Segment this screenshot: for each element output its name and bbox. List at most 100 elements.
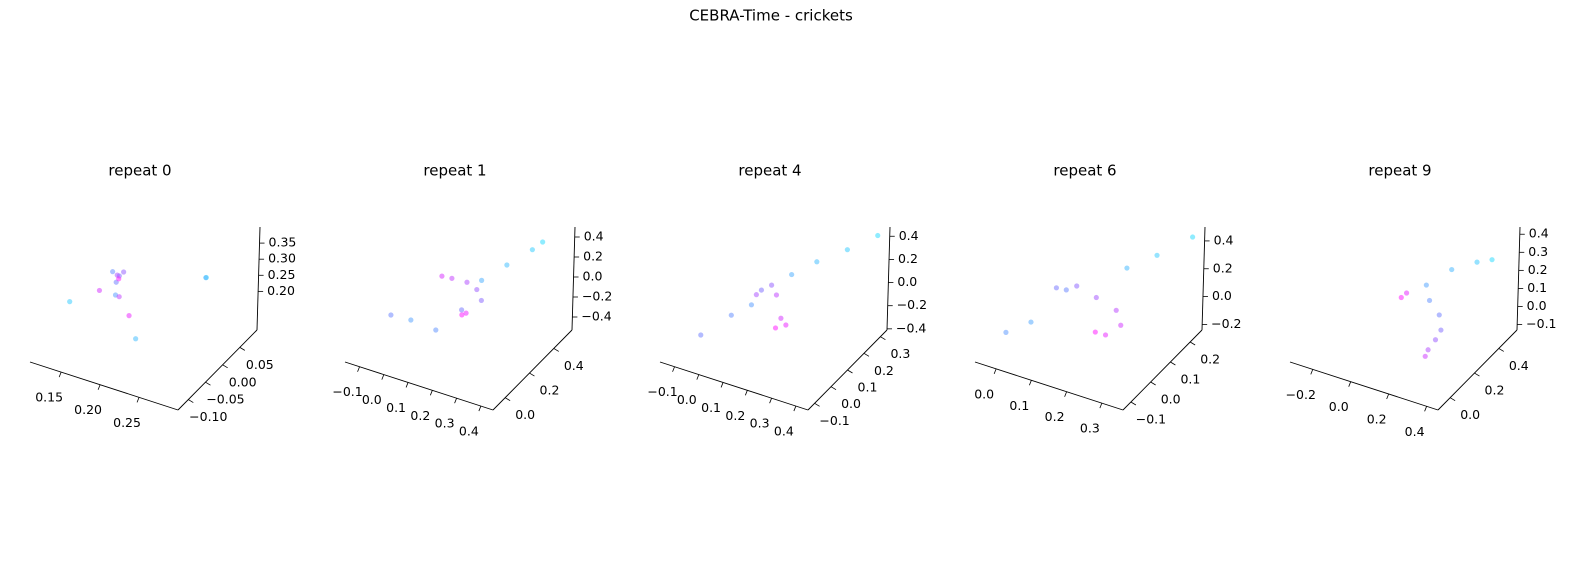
z-tick-label: 0.25 (268, 267, 296, 282)
data-point (1438, 327, 1444, 333)
y-tick-label: 0.05 (246, 357, 274, 372)
data-point (1113, 307, 1119, 313)
data-point (133, 336, 139, 342)
data-point (1053, 285, 1060, 291)
data-point (783, 322, 789, 328)
z-tick-label: −0.1 (1526, 316, 1556, 331)
x-tick (744, 390, 748, 396)
y-tick-label: 0.2 (1485, 383, 1505, 398)
z-tick-label: −0.4 (896, 320, 926, 335)
y-tick (1189, 341, 1196, 346)
data-point (126, 313, 132, 319)
y-tick-label: 0.4 (564, 358, 584, 373)
y-tick-label: 0.0 (515, 407, 535, 422)
x-axis (1289, 361, 1439, 411)
x-tick (357, 366, 360, 372)
x-tick-label: −0.1 (647, 384, 677, 399)
x-tick (1386, 393, 1390, 400)
x-tick (454, 398, 457, 404)
y-tick-label: −0.10 (189, 409, 227, 424)
x-tick-label: 0.4 (459, 424, 479, 439)
x-tick (769, 398, 772, 404)
data-point (1124, 265, 1130, 271)
y-axis (492, 329, 573, 411)
data-point (769, 282, 775, 288)
x-tick (97, 384, 101, 390)
data-point (463, 310, 469, 316)
data-point (433, 327, 439, 333)
data-point (778, 315, 784, 321)
y-tick-label: 0.00 (229, 374, 257, 389)
y-tick (553, 348, 559, 352)
subplot-title: repeat 1 (423, 162, 486, 180)
data-point (449, 275, 455, 281)
x-tick (58, 371, 62, 378)
z-tick-label: 0.0 (897, 274, 917, 289)
z-tick-label: 0.4 (899, 228, 919, 243)
x-axis (659, 361, 809, 411)
data-point (203, 275, 209, 281)
z-axis (886, 226, 891, 331)
z-tick-label: 0.0 (583, 269, 603, 284)
data-point (1003, 329, 1009, 335)
y-tick-label: 0.4 (1509, 358, 1529, 373)
x-tick-label: 0.15 (35, 390, 63, 405)
data-point (753, 292, 759, 298)
x-tick (1310, 369, 1314, 375)
y-tick (1130, 401, 1137, 406)
y-axis (1437, 329, 1518, 411)
z-tick-label: 0.2 (898, 251, 918, 266)
y-tick (880, 336, 886, 341)
subplot-title: repeat 6 (1053, 162, 1116, 180)
x-tick-label: 0.0 (677, 392, 697, 407)
data-point (116, 276, 122, 282)
z-tick-label: 0.1 (1527, 280, 1547, 295)
data-point (121, 269, 127, 275)
x-tick-label: 0.1 (701, 400, 721, 415)
y-tick (1170, 361, 1176, 366)
data-point (1063, 287, 1069, 293)
x-tick (1348, 381, 1352, 387)
z-axis (1201, 226, 1206, 331)
data-point (1432, 337, 1439, 343)
y-tick (222, 364, 228, 369)
x-tick-label: 0.0 (362, 392, 382, 407)
z-axis (571, 226, 576, 331)
z-tick-label: 0.0 (1212, 288, 1232, 303)
data-point (408, 317, 414, 323)
y-tick-label: 0.0 (1460, 407, 1480, 422)
data-point (388, 312, 394, 318)
data-point (1425, 347, 1431, 353)
x-tick-label: 0.3 (750, 416, 770, 431)
data-point (1422, 353, 1428, 359)
z-axis (1516, 226, 1521, 331)
y-tick-label: −0.1 (819, 413, 849, 428)
y-tick (504, 397, 511, 402)
y-tick (1474, 372, 1480, 377)
x-tick-label: 0.20 (74, 402, 102, 417)
y-tick (863, 352, 870, 357)
x-tick (405, 382, 409, 388)
z-tick-label: 0.4 (1214, 232, 1234, 247)
x-tick-label: 0.4 (774, 424, 794, 439)
x-tick-label: −0.2 (1286, 387, 1316, 402)
y-tick (529, 372, 535, 377)
data-point (1074, 283, 1080, 289)
y-tick (847, 369, 853, 374)
x-tick-label: 0.0 (1329, 399, 1349, 414)
data-point (540, 239, 546, 245)
y-tick (830, 386, 837, 391)
data-point (504, 262, 510, 268)
z-tick-label: 0.4 (1529, 226, 1549, 241)
data-point (1190, 234, 1196, 240)
z-axis (256, 226, 261, 331)
x-tick (993, 368, 997, 375)
data-point (789, 271, 795, 278)
y-tick (205, 381, 211, 386)
data-point (67, 299, 73, 305)
subplot-title: repeat 0 (108, 162, 171, 180)
data-point (1426, 297, 1433, 304)
data-point (478, 297, 484, 304)
